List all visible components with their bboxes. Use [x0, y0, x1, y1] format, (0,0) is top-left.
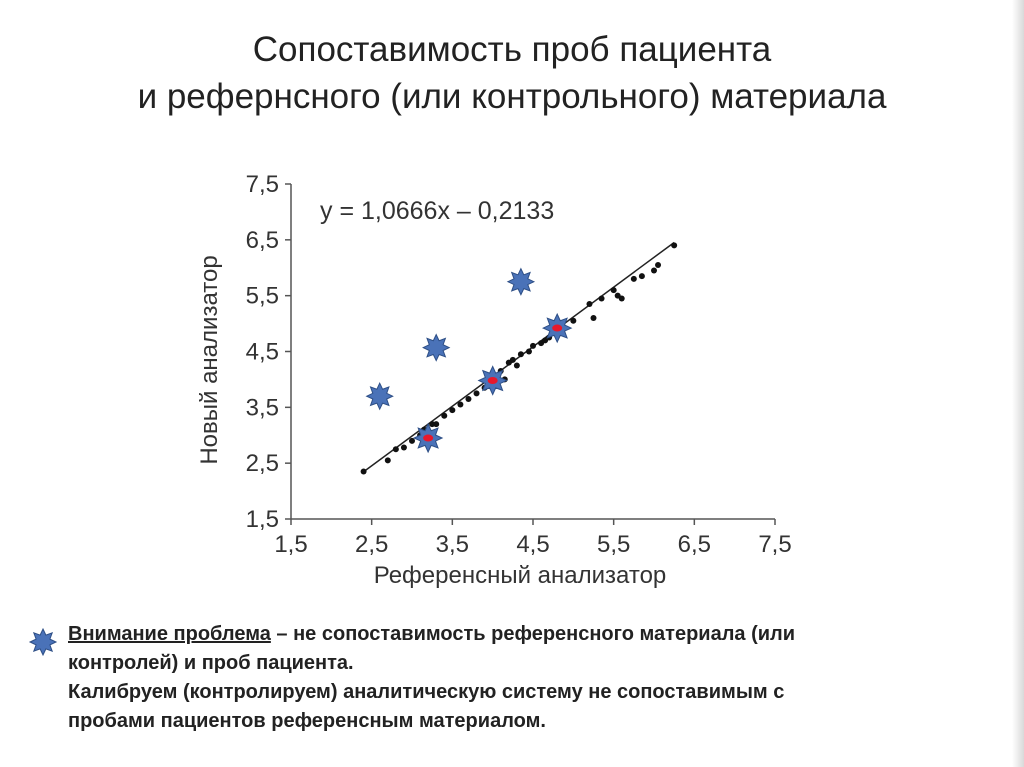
reference-star-off-line — [422, 333, 451, 362]
note-line-4: пробами пациентов референсным материалом… — [68, 710, 546, 732]
reference-star-center — [552, 324, 563, 332]
patient-point — [517, 351, 524, 358]
patient-point — [465, 395, 472, 402]
patient-point — [449, 407, 456, 414]
slide-right-edge — [1012, 0, 1024, 767]
regression-equation: y = 1,0666x – 0,2133 — [320, 197, 554, 225]
x-tick-label: 6,5 — [678, 531, 711, 558]
title-line-1: Сопоставимость проб пациента — [252, 30, 772, 69]
reference-star-off-line — [506, 267, 536, 296]
y-axis-label: Новый анализатор — [196, 255, 223, 464]
slide-title: Сопоставимость проб пациента и рефернсно… — [0, 26, 1024, 120]
patient-point — [457, 401, 464, 408]
patient-point — [586, 301, 593, 308]
patient-point — [433, 421, 440, 428]
note-line-2: контролей) и проб пациента. — [68, 652, 354, 674]
reference-star-center — [423, 434, 434, 442]
note-line-3: Калибруем (контролируем) аналитическую с… — [68, 681, 785, 703]
note-emphasis: Внимание проблема — [68, 623, 271, 645]
y-tick-label: 7,5 — [246, 171, 279, 198]
x-tick-label: 7,5 — [758, 531, 791, 558]
patient-point — [671, 242, 678, 249]
note-text: Внимание проблема – не сопоставимость ре… — [68, 620, 968, 736]
patient-point — [655, 261, 662, 268]
note-line-1-rest: – не сопоставимость референсного материа… — [270, 623, 796, 645]
patient-point — [530, 342, 536, 349]
patient-point — [384, 457, 391, 464]
y-tick-label: 5,5 — [246, 283, 279, 310]
blue-star-icon — [28, 627, 58, 657]
trend-line — [363, 241, 675, 473]
patient-point — [651, 267, 657, 274]
patient-point — [392, 446, 399, 453]
reference-star-center — [487, 377, 498, 385]
patient-point — [630, 275, 637, 282]
y-tick-label: 1,5 — [246, 506, 279, 533]
patient-point — [610, 287, 617, 294]
x-axis-label: Референсный анализатор — [374, 562, 667, 589]
patient-point — [570, 317, 577, 324]
patient-point — [618, 295, 625, 302]
y-tick-label: 3,5 — [246, 394, 279, 421]
patient-point — [513, 362, 520, 369]
reference-star-off-line — [365, 382, 394, 411]
patient-point — [473, 390, 480, 397]
patient-point — [409, 437, 415, 444]
x-tick-label: 1,5 — [274, 531, 307, 558]
note-line-1: Внимание проблема – не сопоставимость ре… — [68, 620, 968, 649]
patient-point — [400, 444, 407, 451]
x-tick-label: 3,5 — [436, 531, 469, 558]
x-tick-label: 4,5 — [516, 531, 549, 558]
patient-point — [638, 273, 645, 280]
title-line-2: и рефернсного (или контрольного) материа… — [137, 77, 887, 116]
patient-point — [525, 348, 532, 355]
patient-point — [598, 295, 605, 302]
patient-point — [441, 412, 448, 419]
y-tick-label: 2,5 — [246, 450, 279, 477]
patient-point — [590, 315, 597, 321]
y-tick-label: 6,5 — [246, 227, 279, 254]
patient-point — [509, 356, 516, 363]
x-tick-label: 2,5 — [355, 531, 388, 558]
y-tick-label: 4,5 — [246, 339, 279, 366]
patient-point — [360, 468, 367, 475]
x-tick-label: 5,5 — [597, 531, 630, 558]
